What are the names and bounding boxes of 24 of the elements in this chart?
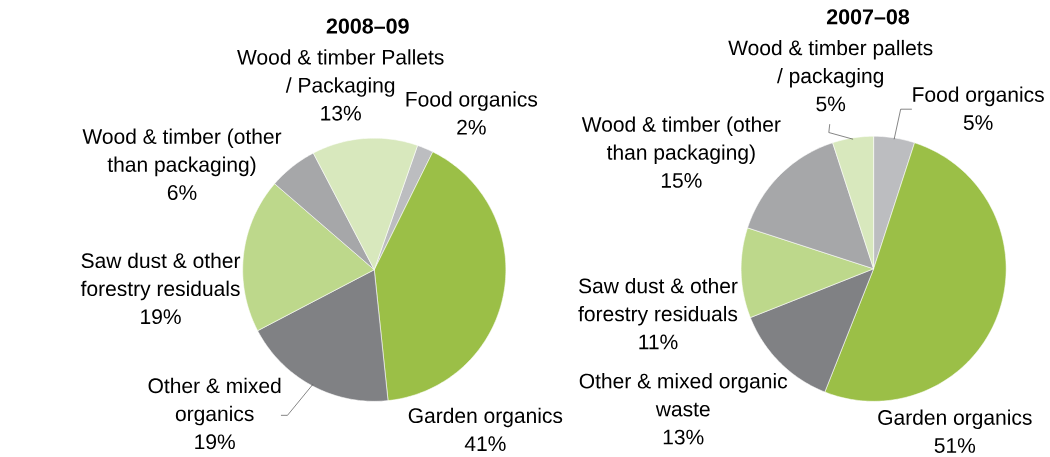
slice-label: Other & mixed organic waste: [579, 372, 788, 417]
slice-label: Wood & timber pallets / packaging: [728, 39, 933, 88]
chart-title: 2007–08: [826, 9, 910, 25]
data-label: 5%: [963, 115, 993, 130]
data-label: 2%: [457, 119, 486, 135]
data-label: 5%: [816, 96, 846, 112]
data-label: 41%: [464, 436, 506, 451]
slice-label: Saw dust & other forestry residuals: [80, 252, 241, 301]
slice-label: Other & mixed organics: [148, 377, 281, 426]
slice-label: Saw dust & other forestry residuals: [578, 277, 738, 326]
chart-title: 2008–09: [326, 18, 409, 34]
slice-label: Wood & timber (other than packaging): [82, 128, 282, 176]
slice-label: Food organics: [913, 86, 1044, 106]
data-label: 13%: [321, 105, 361, 121]
data-label: 15%: [661, 172, 702, 188]
data-label: 51%: [934, 437, 976, 453]
data-label: 11%: [639, 334, 678, 350]
slice-label: Garden organics: [878, 409, 1032, 429]
data-label: 19%: [195, 434, 235, 450]
data-label: 6%: [167, 184, 197, 200]
slice-label: Wood & timber (other than packaging): [581, 116, 781, 164]
slice-label: Garden organics: [408, 407, 563, 428]
data-label: 19%: [141, 309, 181, 324]
data-label: 13%: [663, 429, 704, 445]
